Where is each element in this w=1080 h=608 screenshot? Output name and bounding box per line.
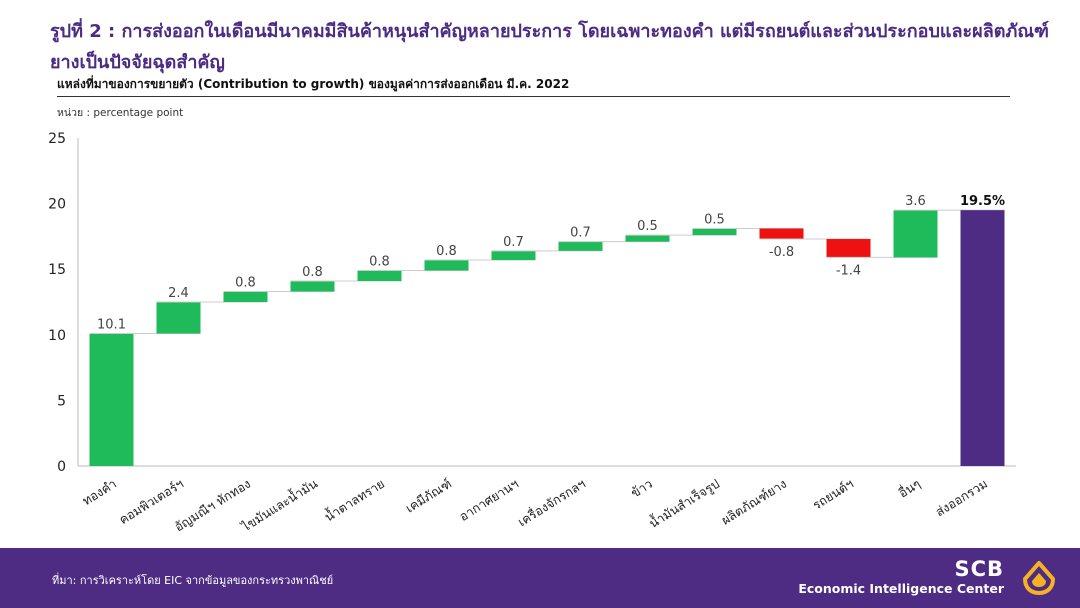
chart-subtitle: แหล่งที่มาของการขยายตัว (Contribution to… [57, 77, 570, 91]
value-label: 2.4 [168, 286, 189, 301]
bar-12 [826, 239, 871, 258]
source-note: ที่มา: การวิเคราะห์โดย EIC จากข้อมูลของก… [52, 574, 334, 587]
x-tick-label: ส่งออกรวม [933, 476, 990, 520]
brand-subtitle: Economic Intelligence Center [798, 581, 1004, 596]
y-tick-label: 25 [48, 131, 66, 147]
value-label: 0.8 [369, 255, 390, 270]
value-label: 0.7 [503, 235, 524, 250]
brand-block: SCB Economic Intelligence Center [798, 557, 1004, 597]
scb-logo-icon [1023, 561, 1055, 595]
x-tick-label: ข้าว [628, 476, 655, 501]
y-tick-label: 15 [48, 262, 66, 278]
bar-9 [625, 235, 670, 242]
y-tick-label: 5 [57, 393, 66, 409]
value-label: 0.8 [302, 265, 323, 280]
footer-bar: ที่มา: การวิเคราะห์โดย EIC จากข้อมูลของก… [0, 548, 1080, 608]
bar-4 [290, 281, 335, 292]
bar-11 [759, 228, 804, 240]
waterfall-chart: 051015202510.1ทองคำ2.4คอมพิวเตอร์ฯ0.8อัญ… [48, 131, 1016, 535]
x-tick-label: ทองคำ [80, 476, 120, 508]
value-label: -1.4 [836, 263, 861, 278]
bar-14 [960, 210, 1005, 466]
value-label: 19.5% [960, 194, 1005, 209]
value-label: -0.8 [769, 245, 794, 260]
value-label: 0.8 [235, 276, 256, 291]
bar-13 [893, 210, 938, 258]
y-tick-label: 10 [48, 328, 66, 344]
x-tick-label: เครื่องจักรกลฯ [514, 475, 588, 529]
value-label: 3.6 [905, 194, 926, 209]
bar-3 [223, 291, 268, 302]
value-label: 0.5 [704, 213, 725, 228]
bar-2 [156, 302, 201, 334]
x-tick-label: น้ำมันสำเร็จรูป [645, 474, 722, 532]
brand-name: SCB [954, 557, 1004, 581]
x-tick-label: รถยนต์ฯ [810, 476, 856, 513]
unit-label: หน่วย : percentage point [57, 107, 184, 119]
bar-5 [357, 270, 402, 282]
page-title: รูปที่ 2 : การส่งออกในเดือนมีนาคมมีสินค้… [50, 21, 1049, 73]
x-tick-label: อื่นๆ [895, 475, 923, 501]
bar-8 [558, 241, 603, 251]
value-label: 0.7 [570, 226, 591, 241]
x-tick-label: น้ำตาลทราย [321, 474, 387, 524]
y-tick-label: 0 [57, 459, 66, 475]
bar-7 [491, 250, 536, 261]
x-tick-label: เคมีภัณฑ์ [403, 476, 454, 516]
x-tick-label: ผลิตภัณฑ์ยาง [719, 476, 790, 528]
bar-10 [692, 228, 737, 236]
x-tick-label: อากาศยานฯ [456, 476, 521, 524]
value-label: 0.5 [637, 219, 658, 234]
bar-6 [424, 260, 469, 271]
value-label: 0.8 [436, 244, 457, 259]
y-tick-label: 20 [48, 197, 66, 213]
divider [57, 96, 1010, 97]
bar-1 [89, 333, 134, 466]
value-label: 10.1 [97, 317, 126, 332]
